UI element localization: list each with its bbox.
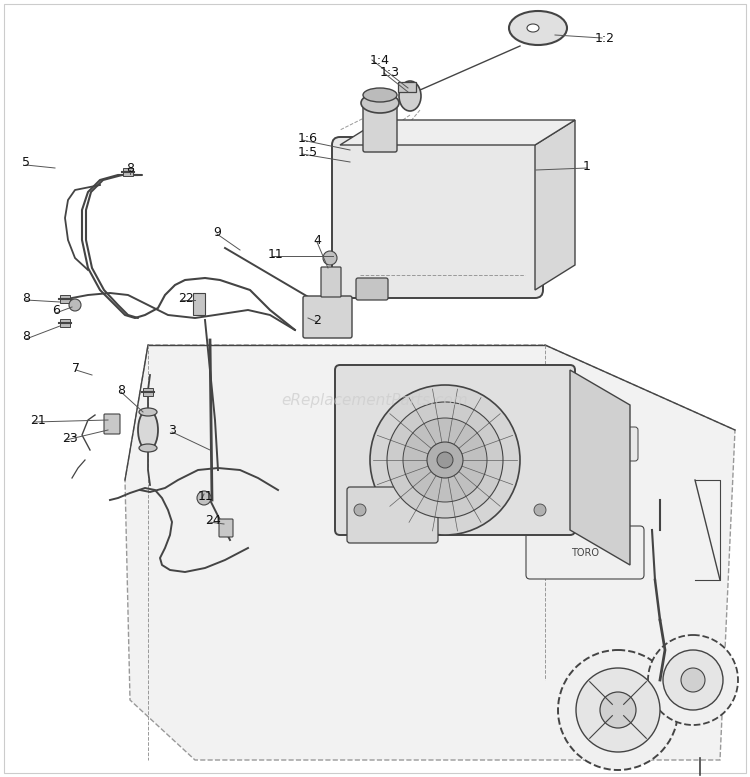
Polygon shape [125, 345, 735, 760]
Circle shape [437, 452, 453, 468]
Ellipse shape [363, 88, 397, 102]
Text: 1:5: 1:5 [298, 145, 318, 159]
Circle shape [354, 504, 366, 516]
Text: 6: 6 [52, 305, 60, 318]
Circle shape [323, 251, 337, 265]
Circle shape [370, 385, 520, 535]
FancyBboxPatch shape [321, 267, 341, 297]
Circle shape [69, 299, 81, 311]
FancyBboxPatch shape [104, 414, 120, 434]
Circle shape [197, 491, 211, 505]
Text: 9: 9 [213, 225, 220, 239]
FancyBboxPatch shape [356, 278, 388, 300]
FancyBboxPatch shape [335, 365, 575, 535]
Bar [398, 82, 416, 92]
Text: 1:2: 1:2 [595, 32, 615, 44]
Polygon shape [570, 370, 630, 565]
Ellipse shape [509, 11, 567, 45]
Ellipse shape [361, 93, 399, 113]
Text: 8: 8 [22, 291, 30, 305]
Ellipse shape [138, 410, 158, 450]
Text: 23: 23 [62, 431, 78, 444]
Ellipse shape [139, 408, 157, 416]
Text: 21: 21 [30, 413, 46, 427]
Text: 11: 11 [198, 490, 214, 503]
Polygon shape [535, 120, 575, 290]
FancyBboxPatch shape [332, 137, 543, 298]
Circle shape [427, 442, 463, 478]
Text: 1: 1 [583, 159, 591, 172]
Circle shape [387, 402, 503, 518]
Text: 4: 4 [313, 234, 321, 246]
Ellipse shape [527, 24, 539, 32]
Circle shape [663, 650, 723, 710]
Circle shape [681, 668, 705, 692]
FancyBboxPatch shape [552, 427, 638, 461]
Circle shape [558, 650, 678, 770]
Bar [60, 295, 70, 303]
Text: 22: 22 [178, 291, 194, 305]
Text: 7: 7 [72, 361, 80, 375]
Text: 1:4: 1:4 [370, 54, 390, 67]
Ellipse shape [356, 396, 404, 424]
Text: 5: 5 [22, 156, 30, 169]
Circle shape [648, 635, 738, 725]
Circle shape [534, 504, 546, 516]
Ellipse shape [139, 444, 157, 452]
FancyBboxPatch shape [526, 526, 644, 579]
Text: 8: 8 [117, 384, 125, 396]
Circle shape [403, 418, 487, 502]
Bar [143, 388, 153, 396]
Ellipse shape [399, 81, 421, 111]
FancyBboxPatch shape [303, 296, 352, 338]
Bar [193, 293, 205, 315]
Text: 1:6: 1:6 [298, 131, 318, 145]
Text: 8: 8 [126, 162, 134, 175]
Text: 2: 2 [313, 313, 321, 326]
FancyBboxPatch shape [347, 487, 438, 543]
Text: 3: 3 [168, 423, 176, 437]
Circle shape [600, 692, 636, 728]
Text: 11: 11 [268, 248, 284, 260]
Text: 1:3: 1:3 [380, 67, 400, 79]
Polygon shape [340, 120, 575, 145]
Bar [60, 319, 70, 327]
Text: 8: 8 [22, 330, 30, 343]
Text: eReplacementParts.com: eReplacementParts.com [282, 392, 468, 407]
Text: 24: 24 [205, 514, 220, 527]
Circle shape [576, 668, 660, 752]
Text: TORO: TORO [571, 548, 599, 558]
FancyBboxPatch shape [363, 103, 397, 152]
FancyBboxPatch shape [219, 519, 233, 537]
Bar [123, 168, 133, 176]
